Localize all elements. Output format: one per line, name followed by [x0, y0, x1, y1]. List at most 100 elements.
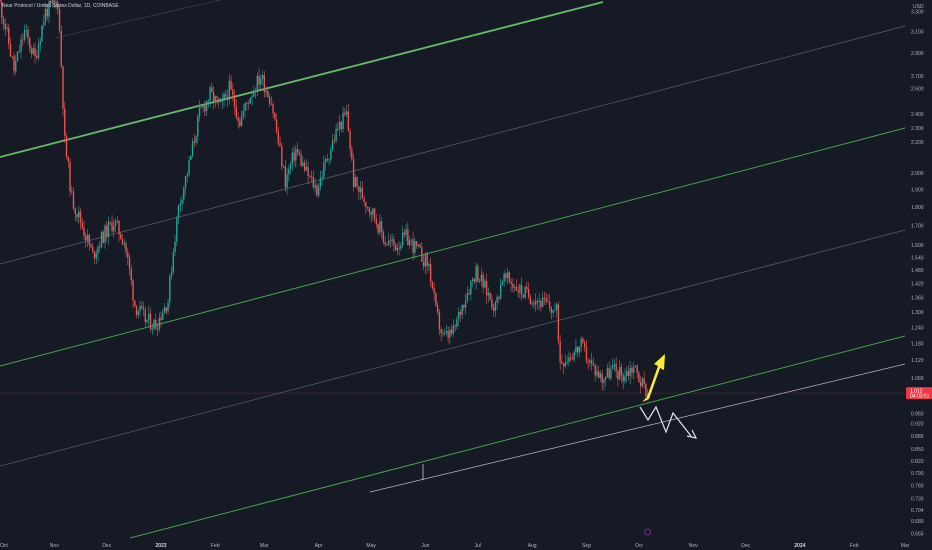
candle-body — [566, 361, 568, 363]
candle-body — [23, 30, 26, 40]
x-tick-label: May — [366, 543, 376, 549]
candle-body — [522, 294, 525, 298]
candle-body — [379, 221, 381, 233]
candle-body — [272, 104, 274, 114]
y-tick-label: 3.300 — [911, 9, 924, 15]
candle-body — [611, 365, 614, 370]
candle-body — [18, 51, 20, 53]
candle-body — [359, 187, 362, 193]
y-tick-label: 1.540 — [911, 255, 924, 261]
candle-body — [534, 300, 537, 305]
candle-body — [384, 241, 386, 245]
candle-body — [594, 365, 596, 376]
candle-body — [13, 56, 15, 72]
candle-body — [155, 319, 157, 330]
candle-body — [596, 371, 598, 376]
candle-body — [279, 143, 281, 146]
candle-body — [328, 159, 330, 161]
candle-body — [613, 364, 616, 366]
candle-body — [93, 251, 96, 259]
candle-body — [46, 8, 48, 17]
candle-body — [195, 136, 197, 143]
channel-line — [0, 25, 906, 265]
candle-body — [450, 330, 453, 334]
candle-body — [9, 44, 12, 57]
candle-body — [221, 98, 224, 102]
candle-body — [225, 94, 227, 97]
candle-body — [186, 174, 189, 177]
candle-body — [459, 311, 462, 315]
channel-line — [129, 335, 906, 539]
candle-body — [387, 240, 390, 246]
candle-body — [212, 92, 215, 103]
candle-body — [492, 307, 495, 311]
candle-body — [347, 111, 350, 131]
y-tick-label: 2.200 — [911, 140, 924, 146]
candle-body — [232, 89, 234, 96]
candle-body — [559, 341, 561, 363]
candle-body — [120, 234, 122, 240]
candle-body — [426, 253, 428, 267]
y-tick-label: 2.700 — [911, 74, 924, 80]
candle-body — [25, 29, 27, 31]
candle-body — [139, 305, 141, 312]
candle-body — [48, 0, 50, 17]
candle-body — [599, 373, 602, 379]
event-marker — [644, 528, 652, 536]
candle-body — [340, 121, 343, 130]
channel-line — [0, 229, 906, 467]
candle-body — [165, 307, 167, 312]
candle-body — [198, 107, 201, 117]
candle-body — [263, 75, 266, 93]
candle-body — [211, 87, 213, 93]
candle-body — [533, 303, 535, 305]
candle-body — [463, 304, 465, 308]
candle-body — [160, 317, 162, 320]
last-price-badge — [906, 387, 932, 400]
candle-body — [240, 116, 243, 127]
candle-body — [561, 362, 563, 364]
candle-body — [111, 222, 113, 232]
candle-body — [548, 301, 551, 308]
candle-body — [494, 302, 497, 311]
candle-body — [310, 176, 313, 177]
candle-body — [429, 264, 432, 282]
candle-body — [484, 280, 486, 288]
x-tick-label: Sep — [582, 543, 591, 549]
x-tick-label: Mar — [901, 543, 910, 549]
candle-body — [344, 112, 346, 115]
candle-body — [113, 226, 115, 232]
candle-body — [141, 305, 143, 308]
projection-zigzag — [639, 405, 692, 437]
candle-body — [27, 29, 29, 39]
candle-body — [424, 253, 427, 267]
candle-body — [478, 281, 481, 282]
candle-body — [58, 8, 61, 32]
candle-body — [121, 239, 124, 245]
candle-body — [443, 332, 446, 334]
annotations — [369, 354, 906, 493]
candle-body — [76, 213, 78, 218]
candle-body — [480, 274, 483, 282]
x-tick-label: Aug — [528, 543, 537, 549]
y-tick-label: 0.680 — [911, 519, 924, 525]
y-tick-label: 1.420 — [911, 282, 924, 288]
candle-body — [627, 370, 630, 376]
candle-body — [510, 281, 512, 284]
candle-body — [417, 244, 420, 246]
candle-body — [461, 304, 463, 315]
candle-body — [88, 234, 90, 245]
candle-body — [230, 80, 232, 90]
candle-body — [330, 149, 332, 160]
candle-body — [151, 328, 153, 330]
candle-body — [167, 302, 169, 312]
candle-body — [618, 367, 621, 380]
channel-line — [54, 0, 221, 39]
candle-body — [291, 152, 294, 164]
candle-body — [447, 330, 449, 338]
candle-body — [193, 141, 196, 143]
candle-body — [62, 66, 64, 109]
bullish-arrow — [642, 354, 665, 402]
